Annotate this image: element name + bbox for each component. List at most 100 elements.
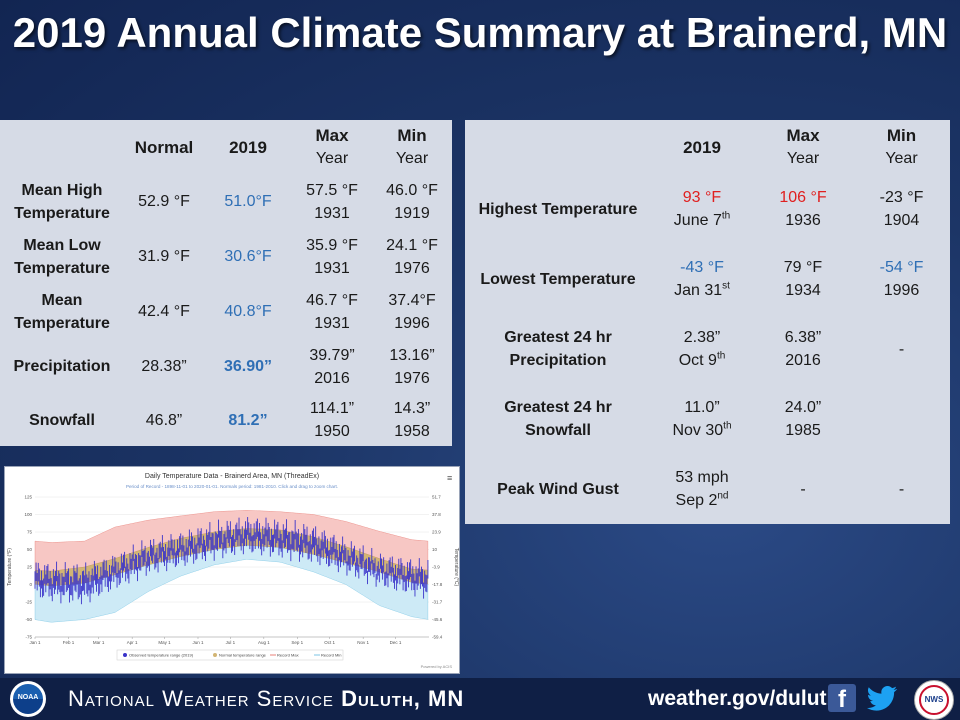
row-label: Mean High Temperature bbox=[14, 181, 110, 222]
twitter-icon[interactable] bbox=[866, 685, 898, 713]
row-label: Peak Wind Gust bbox=[497, 480, 619, 498]
table-row: Snowfall 46.8” 81.2” 114.1” 1950 14.3” 195… bbox=[0, 394, 452, 446]
facebook-icon[interactable]: f bbox=[828, 684, 856, 713]
value-2019: 40.8°F bbox=[224, 303, 272, 320]
nws-logo[interactable]: NWS bbox=[914, 680, 954, 720]
y-tick-label-right: 23.9 bbox=[432, 530, 441, 535]
row-label: Mean Low Temperature bbox=[14, 236, 110, 277]
normal-value: 46.8” bbox=[145, 411, 183, 429]
value-2019-cell: 11.0” Nov 30th bbox=[672, 399, 732, 439]
x-tick-label: Jan 1 bbox=[29, 640, 41, 645]
y-tick-label-right: -45.6 bbox=[432, 617, 443, 622]
value-2019: 30.6°F bbox=[224, 248, 272, 265]
header-2019: 2019 bbox=[229, 137, 267, 157]
y-tick-label-left: -25 bbox=[25, 600, 32, 605]
value-2019: 36.90” bbox=[223, 358, 273, 375]
y-axis-label-left: Temperature (°F) bbox=[7, 548, 13, 586]
normal-value: 42.4 °F bbox=[138, 303, 190, 320]
y-tick-label-left: 100 bbox=[24, 512, 32, 517]
y-tick-label-right: -3.9 bbox=[432, 565, 440, 570]
min-cell: 14.3” 1958 bbox=[393, 400, 431, 440]
max-cell: 24.0” 1985 bbox=[784, 399, 822, 439]
table-row: Highest Temperature 93 °F June 7th 106 °F… bbox=[465, 174, 950, 244]
row-label: Greatest 24 hr Snowfall bbox=[504, 399, 612, 439]
row-label: Highest Temperature bbox=[478, 200, 638, 218]
y-tick-label-right: -59.4 bbox=[432, 635, 443, 640]
daily-temperature-chart[interactable]: Daily Temperature Data - Brainerd Area, … bbox=[4, 466, 460, 674]
footer-office-text: National Weather Service Duluth, MN bbox=[68, 686, 464, 712]
min-cell: -23 °F 1904 bbox=[879, 189, 924, 229]
y-tick-label-left: 25 bbox=[27, 565, 33, 570]
chart-menu-icon[interactable]: ≡ bbox=[447, 473, 452, 483]
min-cell: - bbox=[898, 480, 905, 498]
x-tick-label: Feb 1 bbox=[63, 640, 75, 645]
table-row: Peak Wind Gust 53 mph Sep 2nd - - bbox=[465, 454, 950, 524]
noaa-logo[interactable]: NOAA bbox=[10, 681, 46, 717]
row-label: Mean Temperature bbox=[14, 291, 110, 332]
x-tick-label: Nov 1 bbox=[357, 640, 369, 645]
row-label: Greatest 24 hr Precipitation bbox=[504, 329, 612, 369]
observed-2019-series bbox=[34, 517, 429, 605]
min-cell: - bbox=[898, 340, 905, 358]
min-cell: -54 °F 1996 bbox=[879, 259, 924, 299]
max-cell: 106 °F 1936 bbox=[779, 189, 827, 229]
y-tick-label-right: -31.7 bbox=[432, 600, 443, 605]
table-row: Greatest 24 hr Precipitation 2.38” Oct 9t… bbox=[465, 314, 950, 384]
website-link[interactable]: weather.gov/duluth bbox=[648, 687, 840, 710]
table-header-row: Normal 2019 Max Year Min Year bbox=[0, 120, 452, 174]
plot-area: 125 51.7 100 37.8 75 23.9 50 10 25 -3.9 0 -17.8 -25 -… bbox=[24, 495, 442, 646]
max-cell: 46.7 °F 1931 bbox=[306, 291, 358, 332]
legend-label: Record Min bbox=[321, 653, 341, 658]
legend-box bbox=[116, 649, 344, 661]
table-row: Mean Low Temperature 31.9 °F 30.6°F 35.9… bbox=[0, 229, 452, 284]
value-2019-cell: 2.38” Oct 9th bbox=[678, 329, 726, 369]
row-label: Snowfall bbox=[29, 411, 95, 429]
max-cell: 6.38” 2016 bbox=[784, 329, 822, 369]
y-tick-label-right: -17.8 bbox=[432, 582, 443, 587]
y-tick-label-left: -75 bbox=[25, 635, 32, 640]
value-2019: 51.0°F bbox=[224, 193, 272, 210]
max-cell: 35.9 °F 1931 bbox=[306, 236, 358, 277]
table-row: Greatest 24 hr Snowfall 11.0” Nov 30th 24… bbox=[465, 384, 950, 454]
row-label: Precipitation bbox=[13, 358, 111, 375]
office-name: Duluth, MN bbox=[341, 686, 465, 711]
y-tick-label-right: 51.7 bbox=[432, 495, 441, 500]
y-axis-label-right: Temperature (°C) bbox=[453, 548, 459, 587]
x-tick-label: Jun 1 bbox=[192, 640, 204, 645]
chart-credit: Powered by ACIS bbox=[421, 664, 453, 669]
y-tick-label-left: 0 bbox=[29, 582, 32, 587]
x-tick-label: Dec 1 bbox=[390, 640, 402, 645]
normal-value: 31.9 °F bbox=[138, 248, 190, 265]
legend-swatch bbox=[213, 653, 217, 657]
table-row: Precipitation 28.38” 36.90” 39.79” 2016 1… bbox=[0, 339, 452, 394]
legend-label: Record Max bbox=[277, 653, 299, 658]
header-2019: 2019 bbox=[683, 137, 721, 157]
x-tick-label: Jul 1 bbox=[226, 640, 236, 645]
legend-label: Observed temperature range (2019) bbox=[129, 653, 194, 658]
x-tick-label: May 1 bbox=[158, 640, 171, 645]
chart-legend: Observed temperature range (2019) Normal … bbox=[116, 649, 344, 661]
chart-svg[interactable]: Daily Temperature Data - Brainerd Area, … bbox=[5, 467, 459, 673]
min-cell bbox=[853, 384, 950, 454]
page-title: 2019 Annual Climate Summary at Brainerd,… bbox=[12, 9, 948, 56]
max-cell: - bbox=[800, 480, 806, 498]
y-tick-label-left: -50 bbox=[25, 617, 32, 622]
min-cell: 37.4°F 1996 bbox=[388, 291, 436, 332]
legend-swatch bbox=[123, 653, 127, 657]
table-row: Mean Temperature 42.4 °F 40.8°F 46.7 °F 1… bbox=[0, 284, 452, 339]
value-2019-cell: -43 °F Jan 31st bbox=[674, 259, 730, 299]
table-row: Mean High Temperature 52.9 °F 51.0°F 57.… bbox=[0, 174, 452, 229]
x-tick-label: Sep 1 bbox=[291, 640, 303, 645]
x-tick-label: Oct 1 bbox=[324, 640, 335, 645]
y-tick-label-right: 10 bbox=[432, 547, 438, 552]
footer-bar: NOAA National Weather Service Duluth, MN… bbox=[0, 678, 960, 720]
value-2019-cell: 53 mph Sep 2nd bbox=[675, 469, 729, 509]
header-normal: Normal bbox=[134, 137, 194, 157]
y-tick-label-left: 125 bbox=[24, 495, 32, 500]
chart-title: Daily Temperature Data - Brainerd Area, … bbox=[145, 473, 319, 480]
y-tick-label-right: 37.8 bbox=[432, 512, 441, 517]
header-max: Max Year bbox=[315, 126, 349, 167]
max-cell: 39.79” 2016 bbox=[309, 346, 355, 387]
header-max: Max Year bbox=[786, 126, 820, 167]
extremes-table: 2019 Max Year Min Year Highest Temperature… bbox=[465, 120, 950, 524]
